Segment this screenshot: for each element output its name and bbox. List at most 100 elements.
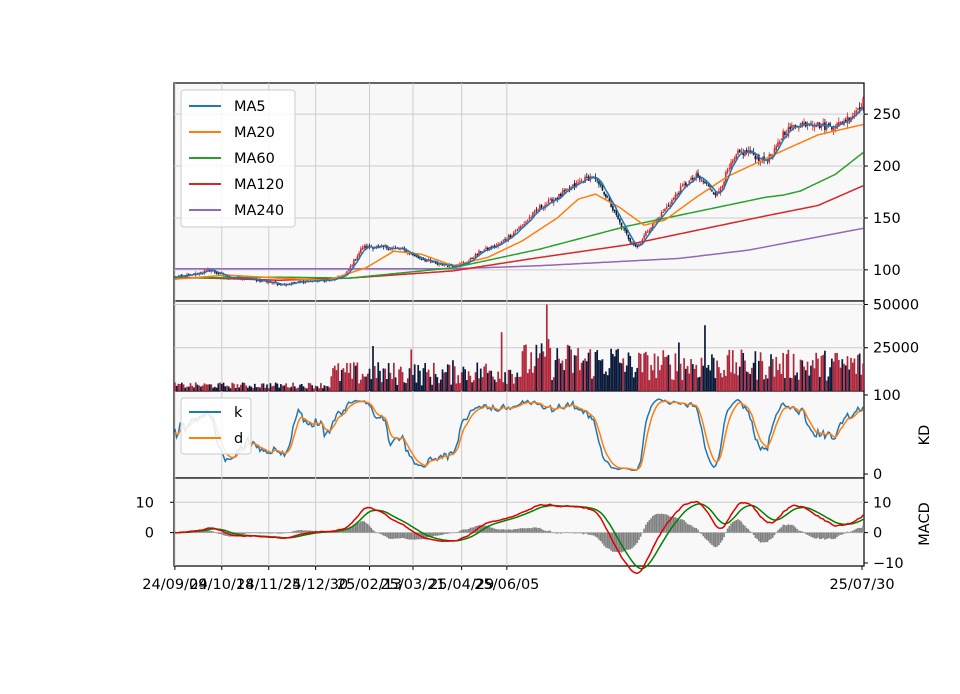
ma60-line: [174, 152, 864, 279]
volume-bar: [509, 369, 512, 391]
volume-bar: [813, 368, 816, 391]
volume-bar: [679, 363, 682, 391]
volume-bar: [175, 385, 178, 391]
volume-bar: [260, 383, 263, 391]
volume-bar: [558, 358, 560, 391]
macd-histogram-bar: [519, 528, 522, 533]
volume-bar: [646, 355, 649, 391]
macd-histogram-bar: [278, 532, 280, 534]
macd-histogram-bar: [561, 532, 564, 534]
macd-histogram-bar: [632, 532, 635, 547]
volume-bar: [427, 369, 430, 391]
macd-histogram-bar: [850, 531, 852, 533]
candle-body: [259, 279, 261, 282]
macd-histogram-bar: [690, 525, 692, 533]
macd-histogram-bar: [549, 530, 552, 533]
macd-histogram-bar: [629, 532, 632, 550]
volume-bar: [413, 364, 416, 391]
volume-bar: [485, 363, 487, 391]
volume-bar: [186, 386, 188, 391]
candle-body: [714, 193, 717, 196]
macd-histogram-bar: [789, 524, 791, 533]
macd-histogram-bar: [685, 522, 687, 533]
macd-histogram-bar: [540, 528, 543, 533]
volume-bar: [751, 367, 753, 391]
candle-body: [532, 212, 534, 218]
volume-bar: [589, 349, 592, 391]
volume-bar: [438, 383, 440, 391]
macd-histogram-bar: [671, 516, 673, 533]
candle-body: [556, 197, 559, 199]
volume-bar: [603, 373, 606, 391]
candle-body: [471, 258, 473, 259]
macd-histogram-bar: [542, 530, 545, 533]
macd-histogram-bar: [344, 530, 346, 533]
candle-body: [419, 257, 421, 259]
volume-bar: [539, 353, 541, 391]
macd-histogram-bar: [808, 532, 811, 536]
volume-bar: [464, 369, 466, 391]
volume-bar: [375, 378, 378, 391]
macd-histogram-bar: [210, 530, 213, 533]
candle-body: [420, 259, 423, 260]
candle-body: [551, 199, 553, 203]
candle-body: [625, 229, 628, 234]
candle-body: [492, 245, 494, 248]
candle-body: [735, 154, 738, 159]
candle-body: [606, 196, 609, 198]
x-tick-label: 24/10/18: [189, 577, 254, 593]
volume-bar: [286, 387, 289, 391]
volume-bar: [391, 378, 393, 391]
macd-histogram-bar: [702, 532, 705, 537]
macd-histogram-bar: [843, 532, 845, 534]
volume-bar: [615, 349, 618, 391]
macd-histogram-bar: [506, 529, 508, 533]
volume-bar: [478, 378, 480, 391]
macd-histogram-bar: [862, 525, 864, 533]
volume-bar: [490, 370, 493, 391]
macd-histogram-bar: [824, 532, 826, 540]
volume-bar: [467, 371, 470, 391]
candle-body: [752, 151, 755, 156]
volume-bar: [587, 352, 590, 391]
macd-histogram-bar: [641, 532, 644, 534]
macd-histogram-bar: [377, 532, 380, 534]
macd-histogram-bar: [361, 521, 364, 533]
volume-bar: [756, 379, 758, 391]
macd-histogram-bar: [707, 532, 710, 542]
candle-body: [763, 156, 765, 161]
candle-body: [681, 185, 684, 186]
volume-bar: [278, 387, 281, 391]
volume-bar: [643, 353, 645, 391]
volume-bar: [212, 387, 214, 391]
macd-histogram-bar: [467, 528, 470, 533]
volume-bar: [695, 364, 698, 391]
macd-histogram-bar: [250, 532, 253, 534]
macd-histogram-bar: [723, 532, 725, 538]
candle-body: [377, 245, 380, 247]
candle-body: [502, 240, 505, 241]
macd-histogram-bar: [591, 532, 593, 536]
volume-bar: [460, 372, 463, 391]
volume-bar: [238, 387, 241, 391]
volume-bar: [777, 370, 779, 391]
candle-body: [671, 200, 673, 205]
volume-bar: [201, 385, 204, 391]
volume-bar: [389, 372, 392, 391]
candle-body: [356, 256, 359, 261]
candle-body: [438, 264, 440, 265]
volume-bar: [653, 353, 656, 391]
volume-bar: [770, 354, 772, 391]
volume-bar: [612, 353, 614, 391]
volume-bar: [424, 363, 426, 391]
volume-bar: [530, 352, 533, 391]
macd-histogram-bar: [730, 523, 732, 533]
macd-left-tick-label: 0: [145, 526, 154, 542]
candle-body: [695, 173, 698, 178]
volume-bar: [443, 372, 446, 391]
volume-bar: [514, 376, 517, 391]
volume-bar: [631, 367, 633, 391]
volume-bar: [380, 382, 383, 391]
volume-bar: [552, 377, 555, 391]
candle-body: [558, 194, 560, 199]
